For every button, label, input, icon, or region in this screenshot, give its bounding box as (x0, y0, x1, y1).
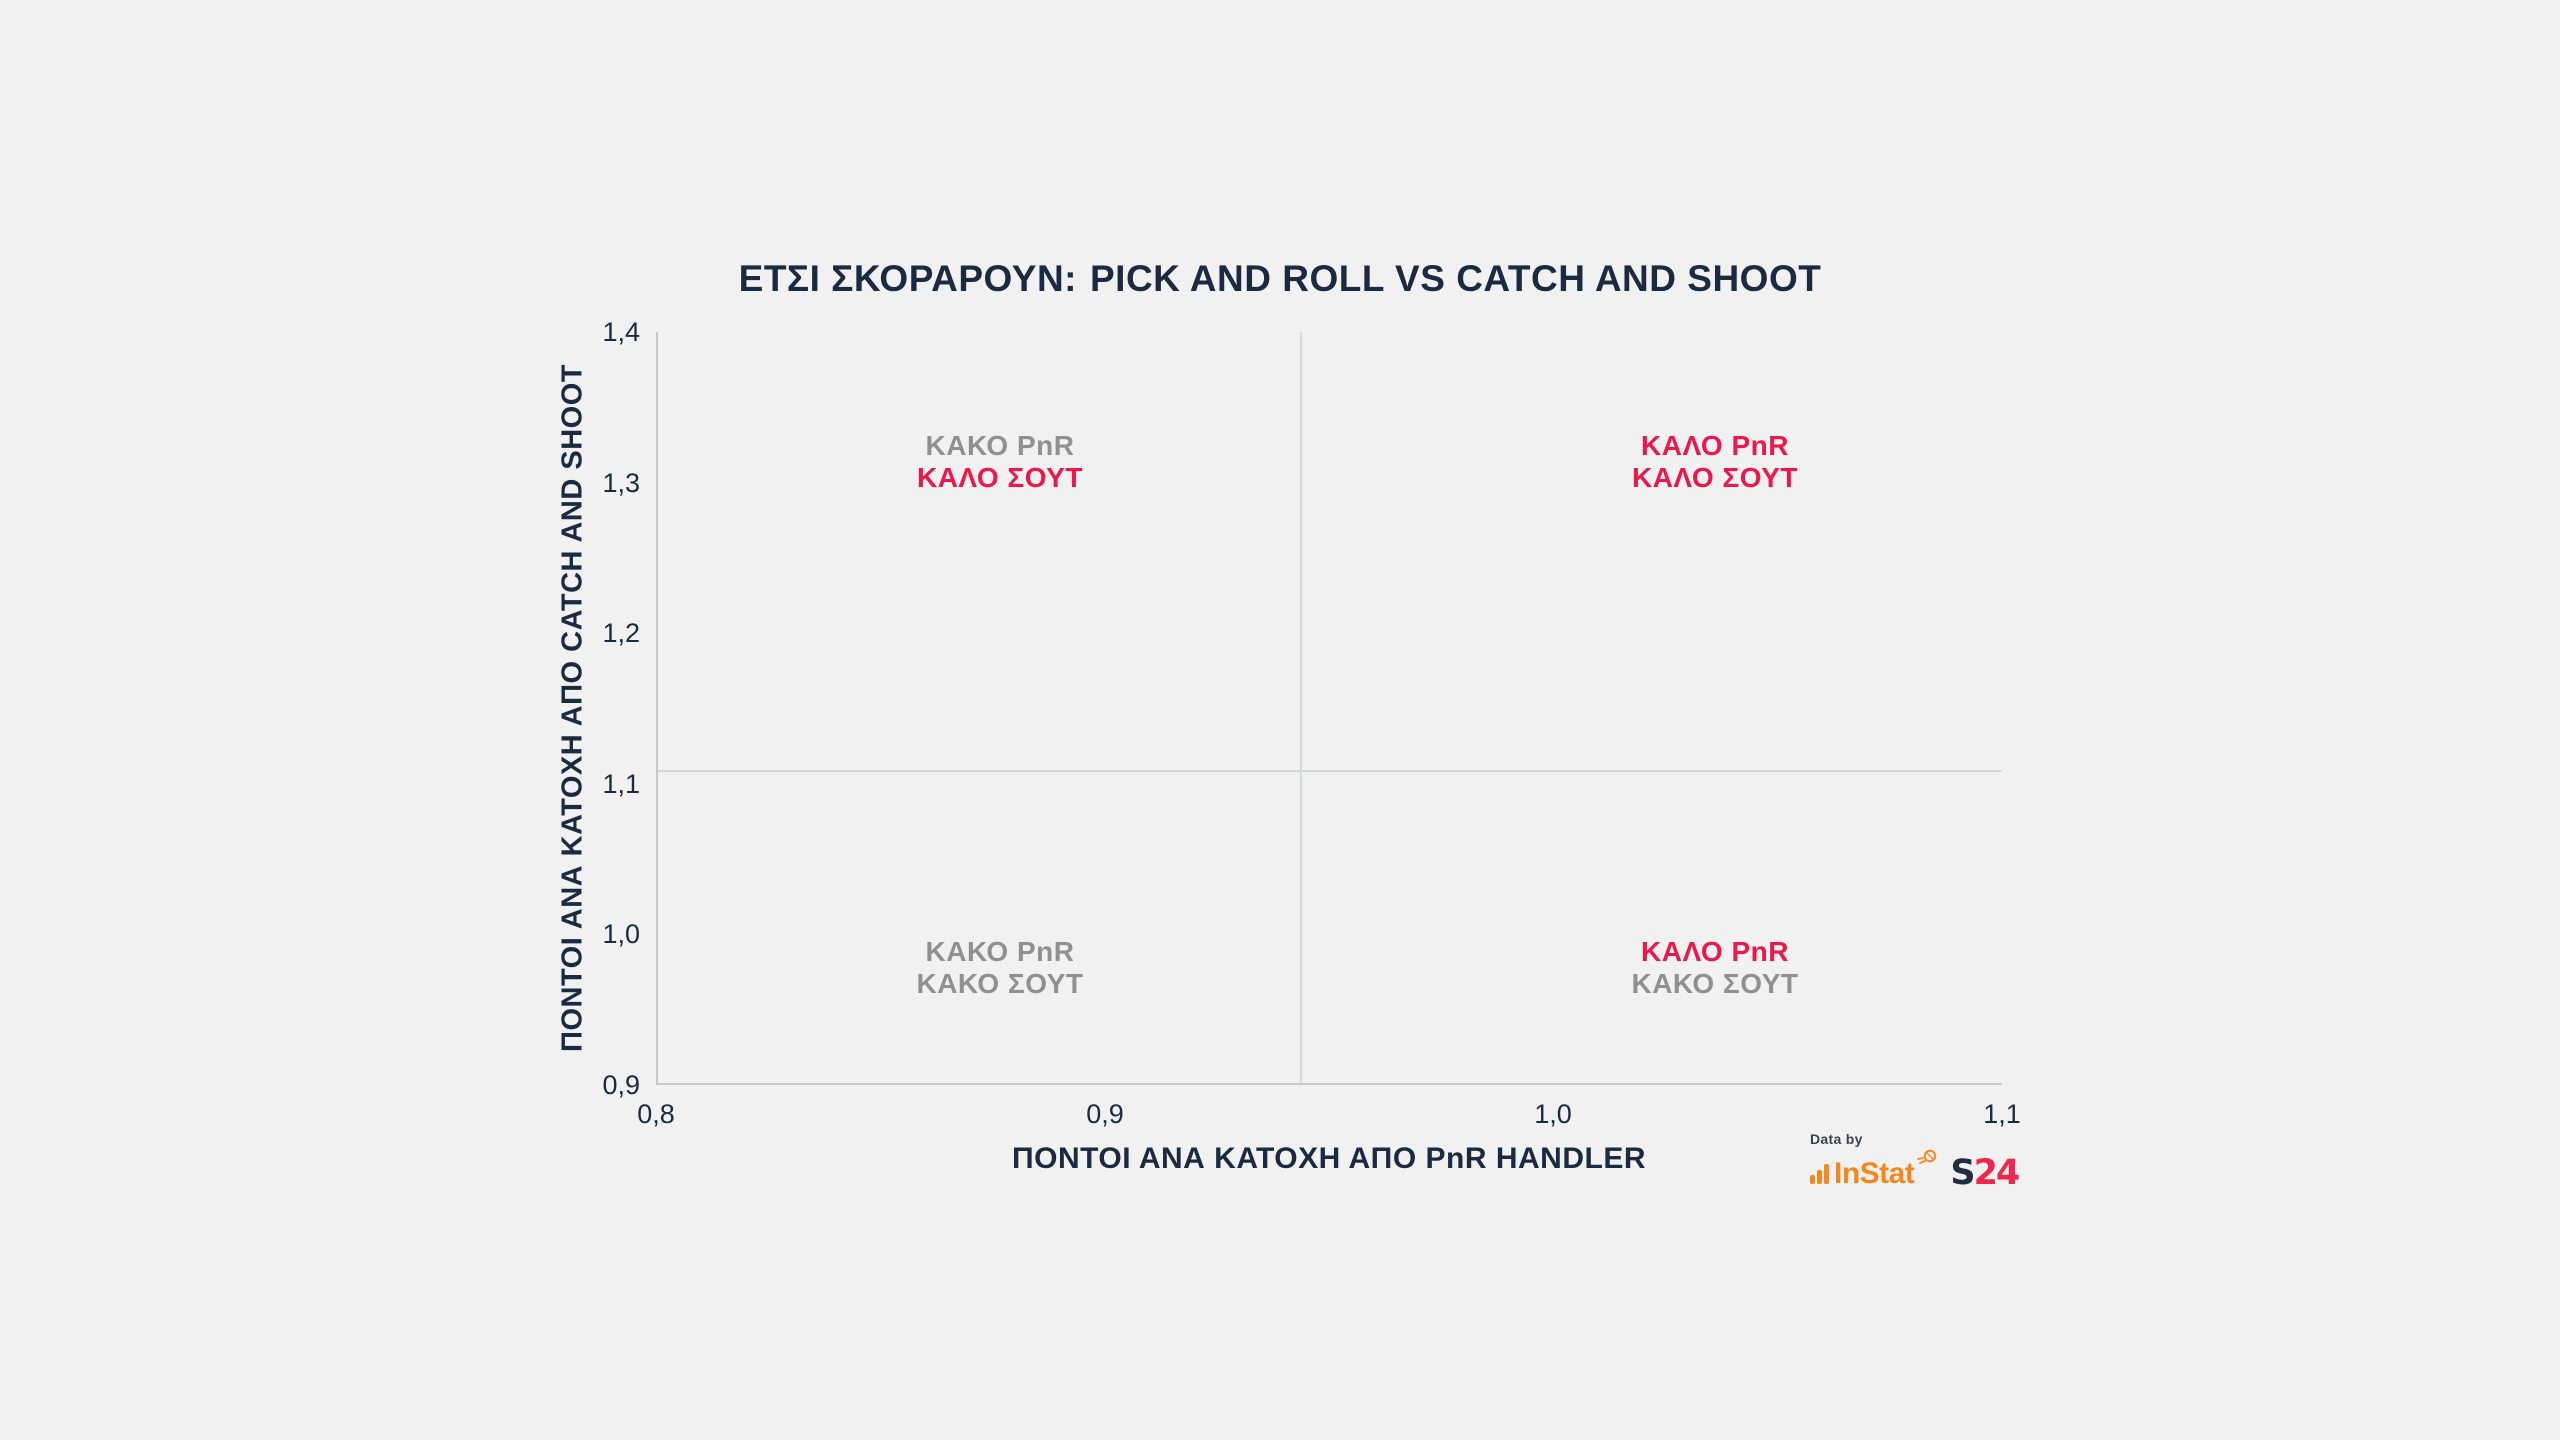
x-axis-title: ΠΟΝΤΟΙ ΑΝΑ ΚΑΤΟΧΗ ΑΠΟ PnR HANDLER (1011, 1142, 1647, 1175)
x-tick-1-0: 1,0 (1534, 1099, 1572, 1129)
basketball-icon (1916, 1149, 1938, 1172)
chart-title-regular: PICK AND ROLL VS CATCH AND SHOOT (1090, 258, 1822, 299)
plot-area (656, 332, 2002, 1085)
sport24-logo-24: 24 (1973, 1153, 2021, 1193)
y-tick-1-4: 1,4 (602, 317, 640, 347)
x-tick-0-8: 0,8 (637, 1099, 675, 1129)
vertical-divider-line (1300, 332, 1302, 1083)
y-tick-0-9: 0,9 (602, 1070, 640, 1100)
logo-row: InStat S24 (1810, 1149, 2070, 1191)
chart-title-bold: ΕΤΣΙ ΣΚΟΡΑΡΟΥΝ: (738, 258, 1077, 299)
quadrant-line: ΚΑΚΟ PnR (925, 936, 1075, 967)
quadrant-label-top-right: ΚΑΛΟ PnR ΚΑΛΟ ΣΟΥΤ (1405, 430, 2025, 494)
quadrant-label-bottom-left: ΚΑΚΟ PnR ΚΑΚΟ ΣΟΥΤ (690, 936, 1310, 1000)
quadrant-line: ΚΑΛΟ ΣΟΥΤ (916, 462, 1083, 493)
instat-logo: InStat (1810, 1149, 1940, 1190)
y-tick-1-2: 1,2 (602, 618, 640, 648)
x-tick-1-1: 1,1 (1983, 1099, 2021, 1129)
data-by-label: Data by (1810, 1131, 1863, 1147)
quadrant-line: ΚΑΚΟ ΣΟΥΤ (916, 968, 1084, 999)
x-tick-0-9: 0,9 (1086, 1099, 1124, 1129)
quadrant-line: ΚΑΚΟ PnR (925, 430, 1075, 461)
horizontal-divider-line (658, 770, 2002, 772)
bar-chart-icon (1810, 1164, 1831, 1188)
sport24-logo: S24 (1950, 1156, 2020, 1191)
instat-wordmark: InStat (1834, 1157, 1915, 1190)
y-tick-1-1: 1,1 (602, 769, 640, 799)
quadrant-line: ΚΑΛΟ PnR (1641, 936, 1789, 967)
quadrant-label-bottom-right: ΚΑΛΟ PnR ΚΑΚΟ ΣΟΥΤ (1405, 936, 2025, 1000)
data-credit: Data by InStat S24 (1810, 1131, 2070, 1191)
quadrant-label-top-left: ΚΑΚΟ PnR ΚΑΛΟ ΣΟΥΤ (690, 430, 1310, 494)
y-tick-1-3: 1,3 (602, 468, 640, 498)
quadrant-line: ΚΑΚΟ ΣΟΥΤ (1631, 968, 1799, 999)
chart-title: ΕΤΣΙ ΣΚΟΡΑΡΟΥΝ: PICK AND ROLL VS CATCH AN… (0, 258, 2560, 300)
sport24-logo-s: S (1950, 1153, 1975, 1193)
quadrant-line: ΚΑΛΟ PnR (1641, 430, 1789, 461)
quadrant-line: ΚΑΛΟ ΣΟΥΤ (1631, 462, 1798, 493)
y-tick-1-0: 1,0 (602, 919, 640, 949)
